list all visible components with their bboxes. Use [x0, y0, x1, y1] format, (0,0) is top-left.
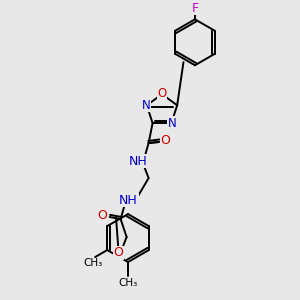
Text: NH: NH	[119, 194, 138, 207]
Text: CH₃: CH₃	[118, 278, 138, 288]
Text: F: F	[191, 2, 199, 15]
Text: O: O	[114, 247, 124, 260]
Text: O: O	[158, 87, 166, 100]
Text: O: O	[160, 134, 170, 147]
Text: O: O	[98, 208, 108, 221]
Text: CH₃: CH₃	[83, 258, 103, 268]
Text: N: N	[141, 99, 150, 112]
Text: NH: NH	[129, 154, 148, 168]
Text: N: N	[168, 117, 177, 130]
